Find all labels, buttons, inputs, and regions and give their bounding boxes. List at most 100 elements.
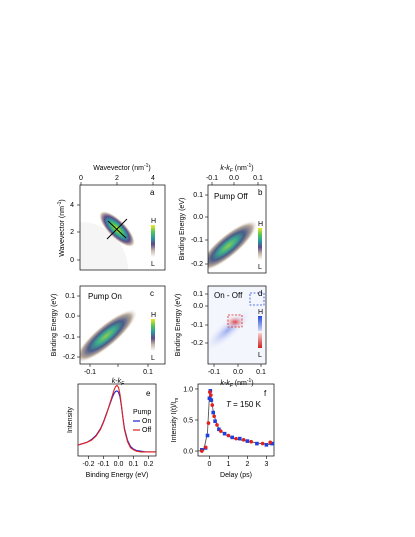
panel-a-heatmap (80, 210, 136, 270)
panel-f: 0 1 2 3 0.0 0.5 1.0 Delay (ps) Intensity I(t)… (171, 383, 275, 479)
panel-b-xlabel: k-kF (nm-1) (220, 163, 253, 174)
panel-f-annotation: T = 150 K (226, 400, 262, 409)
panel-f-point-blue (270, 441, 274, 446)
panel-d-xtick: -0.1 (208, 369, 220, 376)
panel-f-point-red (219, 429, 223, 433)
panel-e-xtick-label: -0.2 (82, 461, 94, 468)
panel-f-point-red (209, 393, 213, 397)
panel-f-point-blue (255, 441, 259, 446)
panel-e-legend-title: Pump (133, 409, 151, 416)
panel-a-ytick: 4 (70, 202, 74, 209)
panel-e-frame (77, 383, 157, 457)
panel-a-frame (79, 184, 166, 271)
panel-a-letter: a (150, 188, 155, 197)
panel-d-ytick: -0.1 (191, 322, 203, 329)
panel-a-colorbar (151, 225, 155, 257)
panel-f-xtick-label: 1 (226, 461, 230, 468)
panel-d-ytick: 0.1 (193, 291, 203, 298)
panel-f-xtick-label: 0 (207, 461, 211, 468)
panel-f-point-blue (211, 410, 215, 415)
panel-a-xtick: 2 (115, 175, 119, 182)
panel-d-xtick: 0.1 (256, 369, 266, 376)
panel-e-xtick-label: 0.1 (129, 461, 139, 468)
panel-e-series-off (77, 384, 156, 453)
panel-d-colorbar (258, 316, 262, 348)
panel-c-ytick: -0.2 (63, 354, 75, 361)
panel-f-point-blue (207, 396, 212, 401)
panel-f-yticks: 0.0 0.5 1.0 (183, 386, 198, 456)
panel-a-xtick: 4 (151, 175, 155, 182)
panel-b-heatmap (208, 220, 258, 272)
panel-e-xtick-label: 0.0 (114, 461, 124, 468)
panel-c-letter: c (150, 289, 154, 298)
panel-f-point-red (249, 439, 253, 444)
panel-f-xtick-label: 3 (264, 461, 268, 468)
panel-f-ytick-label: 1.0 (183, 386, 193, 393)
panel-a-ylabel: Wavevector (nm-1) (57, 199, 66, 257)
panel-b-ytick: 0.0 (193, 214, 203, 221)
panel-e-legend-on: On (142, 418, 151, 425)
panel-e: -0.2 -0.1 0.0 0.1 0.2 Binding Energy (eV) In… (67, 383, 157, 479)
panel-a-colorbar-high: H (151, 218, 156, 225)
panel-f-point-red (226, 433, 231, 438)
panel-a-xlabel: Wavevector (nm-1) (93, 163, 151, 172)
panel-b-frame (207, 184, 267, 274)
panel-f-point-red (200, 449, 204, 453)
panel-c-xtick: 0.1 (143, 369, 153, 376)
panel-f-point-red (234, 436, 238, 441)
panel-a-ytick: 2 (70, 229, 74, 236)
panel-d-colorbar-low: L (258, 352, 262, 359)
panel-d-xtick: 0.0 (233, 369, 243, 376)
panel-f-letter: f (264, 389, 267, 398)
panel-b-ytick: 0.1 (193, 192, 203, 199)
panel-b-colorbar-low: L (258, 264, 262, 271)
panel-b-xtick: 0.1 (253, 175, 263, 182)
panel-b-colorbar-high: H (258, 221, 263, 228)
panel-d-letter: d (258, 289, 262, 298)
panel-f-xticks: 0 1 2 3 (207, 456, 268, 468)
panel-b-label: Pump Off (214, 192, 248, 201)
panel-f-point-blue (217, 427, 221, 432)
panel-c-ytick: 0.0 (65, 313, 75, 320)
panel-e-xtick-label: -0.1 (97, 461, 109, 468)
panel-c-xtick: -0.1 (84, 369, 96, 376)
panel-a-colorbar-low: L (151, 261, 155, 268)
panel-c-label: Pump On (88, 292, 122, 301)
panel-a-ytick: 0 (70, 257, 74, 264)
panel-c-xlabel: k-kF (112, 378, 125, 387)
panel-f-point-blue (245, 439, 250, 443)
panel-f-ytick-label: 0.0 (183, 449, 193, 456)
panel-e-xlabel: Binding Energy (eV) (86, 472, 149, 479)
panel-d-red-box (227, 314, 243, 328)
panel-d-ylabel: Binding Energy (eV) (175, 294, 182, 357)
panel-d-ytick: -0.2 (191, 340, 203, 347)
panel-a-xtick: 0 (79, 175, 83, 182)
panel-f-point-blue (209, 398, 214, 402)
panel-b-colorbar (258, 228, 262, 260)
panel-c-heatmap (80, 308, 138, 364)
panel-f-point-blue (230, 435, 234, 440)
panel-d-colorbar-high: H (258, 309, 263, 316)
panel-e-curves (77, 384, 156, 453)
panel-f-point-red (212, 414, 216, 419)
panel-f-point-blue (222, 431, 227, 436)
panel-f-point-red (260, 441, 265, 446)
panel-f-point-red (206, 421, 211, 425)
panel-f-xlabel: Delay (ps) (220, 472, 252, 479)
panel-b-ytick: -0.1 (191, 237, 203, 244)
panel-f-xtick-label: 2 (245, 461, 249, 468)
panel-c-frame (79, 285, 166, 365)
panel-f-marks (197, 389, 275, 453)
panel-c-ytick: -0.1 (63, 334, 75, 341)
panel-f-point-red (215, 423, 219, 427)
panel-d-label: On - Off (214, 291, 243, 300)
panel-f-point-blue (238, 436, 242, 441)
panel-b-letter: b (258, 188, 263, 197)
panel-c: -0.1 0.1 k-kF 0.1 0.0 -0.1 -0.2 Binding … (51, 285, 166, 387)
panel-f-point-red (207, 390, 212, 394)
panel-a: 0 2 4 Wavevector (nm-1) 4 2 0 Wavevector… (57, 163, 166, 271)
panel-f-point-blue (213, 419, 217, 424)
panel-e-legend-off: Off (142, 427, 151, 434)
panel-d: -0.1 0.0 0.1 k-kF (nm-1) 0.1 0.0 -0.1 -0.… (175, 285, 267, 389)
